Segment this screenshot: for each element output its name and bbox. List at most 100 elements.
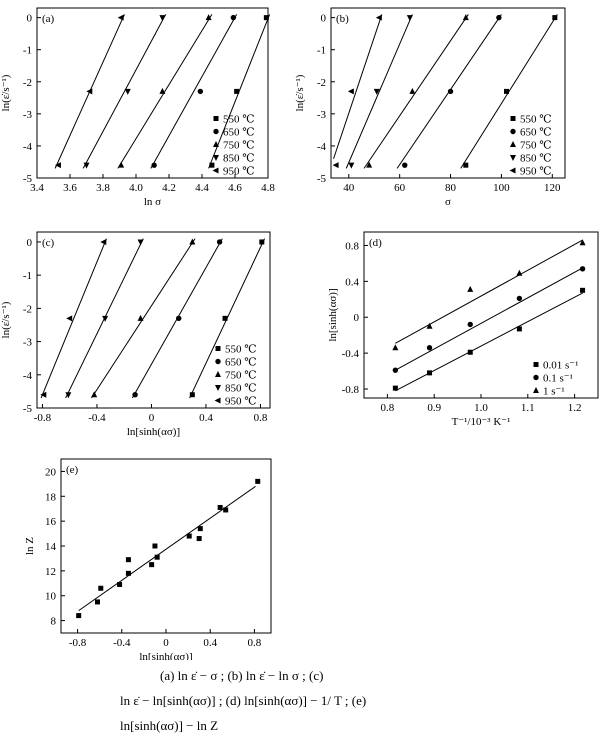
- data-point-c-1-0: [132, 392, 138, 398]
- fit-line-a-3: [82, 14, 167, 169]
- data-point-b-1-1: [447, 88, 454, 95]
- series-c-1: [131, 238, 223, 399]
- legend-marker-b-1: [510, 128, 516, 135]
- legend-label-c-1: 650 ℃: [225, 357, 257, 369]
- data-point-c-3-2: [137, 239, 144, 246]
- legend-label-d-2: 1 s⁻¹: [543, 386, 565, 398]
- data-point-a-0-0: [209, 162, 215, 168]
- x-tick-label-b: 120: [544, 182, 561, 194]
- series-a-2: [117, 14, 213, 169]
- legend-marker-a-2: [213, 141, 219, 147]
- series-a-4: [54, 14, 125, 169]
- legend-entry-d-1: 0.1 s⁻¹: [533, 373, 573, 385]
- legend-entry-b-3: 850 ℃: [510, 153, 552, 165]
- data-point-b-3-0: [348, 162, 355, 169]
- chart-e: -0.8 -0.4 0 0.4 0.8 8 10 12 14 16 18 20 (e) ln[sinh(α…: [24, 458, 272, 660]
- data-point-c-4-0: [40, 391, 47, 398]
- y-tick-label-b: -3: [317, 109, 327, 121]
- x-tick-label-d: 1.1: [521, 402, 535, 414]
- data-point-a-1-2: [230, 14, 237, 21]
- legend-marker-b-2: [510, 141, 516, 147]
- x-tick-label-a: 4.0: [129, 182, 143, 194]
- data-point-b-3-1: [373, 88, 380, 95]
- y-tick-label-c: -5: [23, 403, 33, 415]
- data-point-d-2-3: [516, 269, 523, 276]
- x-tick-label-c: -0.4: [88, 412, 106, 424]
- legend-label-b-1: 650 ℃: [520, 127, 552, 139]
- y-tick-label-d: -0.8: [342, 384, 360, 396]
- plot-frame-b: [330, 7, 566, 179]
- legend-label-c-3: 850 ℃: [225, 383, 257, 395]
- series-b-2: [363, 14, 469, 169]
- data-point-b-0-2: [552, 15, 558, 21]
- x-tick-label-a: 3.4: [30, 182, 44, 194]
- y-tick-label-c: -3: [23, 337, 33, 349]
- data-point-a-0-1: [234, 88, 240, 94]
- data-point-e-0-9: [186, 533, 192, 539]
- data-point-c-3-0: [65, 392, 72, 399]
- x-tick-label-e: -0.8: [69, 637, 87, 649]
- series-d-0: [392, 287, 586, 392]
- data-point-e-0-6: [149, 562, 155, 568]
- y-tick-label-a: -5: [23, 173, 33, 185]
- y-axis-label-d: ln[sinh(ασ)]: [327, 288, 339, 341]
- panel-label-d: (d): [369, 237, 382, 249]
- fit-line-b-3: [345, 14, 413, 169]
- fit-line-c-2: [91, 238, 196, 399]
- data-point-e-0-10: [196, 536, 202, 542]
- y-tick-label-a: 0: [27, 13, 33, 25]
- legend-marker-a-1: [213, 128, 219, 135]
- y-axis-label-b: ln(ε̇/s⁻¹): [294, 74, 306, 111]
- legend-entry-c-3: 850 ℃: [215, 383, 257, 395]
- legend-marker-c-2: [215, 371, 221, 377]
- data-point-c-0-2: [259, 239, 265, 245]
- series-b-0: [460, 14, 558, 169]
- data-point-b-2-0: [366, 161, 373, 168]
- data-point-a-0-2: [263, 15, 269, 21]
- data-point-e-0-13: [223, 507, 229, 513]
- legend-label-a-0: 550 ℃: [223, 114, 255, 126]
- series-c-4: [40, 238, 107, 399]
- fit-line-b-2: [363, 14, 469, 169]
- legend-entry-b-1: 650 ℃: [510, 127, 552, 139]
- x-tick-label-b: 80: [445, 182, 457, 194]
- legend-entry-c-4: 950 ℃: [214, 396, 257, 408]
- data-point-e-0-12: [217, 504, 223, 510]
- legend-entry-d-0: 0.01 s⁻¹: [533, 360, 578, 372]
- data-point-c-3-1: [102, 315, 109, 322]
- data-point-c-4-2: [100, 238, 107, 245]
- series-a-1: [150, 14, 238, 169]
- data-point-d-2-4: [579, 239, 586, 246]
- series-a-3: [82, 14, 167, 169]
- data-point-b-0-0: [463, 162, 469, 168]
- data-point-c-2-0: [91, 391, 98, 398]
- plot-frame-e: [60, 458, 272, 634]
- legend-label-d-1: 0.1 s⁻¹: [543, 373, 573, 385]
- y-tick-label-a: -4: [23, 141, 33, 153]
- x-tick-label-a: 4.6: [228, 182, 242, 194]
- x-tick-label-b: 100: [493, 182, 510, 194]
- y-tick-label-b: -2: [317, 77, 326, 89]
- data-point-e-0-11: [197, 526, 203, 532]
- fit-line-a-1: [150, 14, 238, 169]
- series-e-0: [76, 478, 261, 619]
- series-c-2: [91, 238, 196, 399]
- x-tick-label-e: 0: [163, 637, 169, 649]
- data-point-b-4-1: [347, 88, 354, 95]
- y-tick-label-c: 0: [27, 237, 33, 249]
- legend-label-b-3: 850 ℃: [520, 153, 552, 165]
- data-point-b-3-2: [406, 15, 413, 22]
- x-tick-label-e: 0.8: [248, 637, 262, 649]
- series-b-4: [332, 14, 383, 169]
- fit-line-b-4: [333, 14, 383, 159]
- legend-marker-c-1: [215, 358, 221, 365]
- data-point-b-2-2: [462, 14, 469, 21]
- y-tick-label-e: 14: [45, 541, 57, 553]
- data-point-d-0-0: [392, 385, 398, 391]
- data-point-b-1-2: [496, 14, 502, 21]
- plot-frame-a: [36, 7, 269, 179]
- legend-label-a-2: 750 ℃: [223, 140, 255, 152]
- x-tick-label-a: 3.8: [96, 182, 110, 194]
- y-tick-label-e: 12: [45, 566, 56, 578]
- y-tick-label-b: -5: [317, 173, 327, 185]
